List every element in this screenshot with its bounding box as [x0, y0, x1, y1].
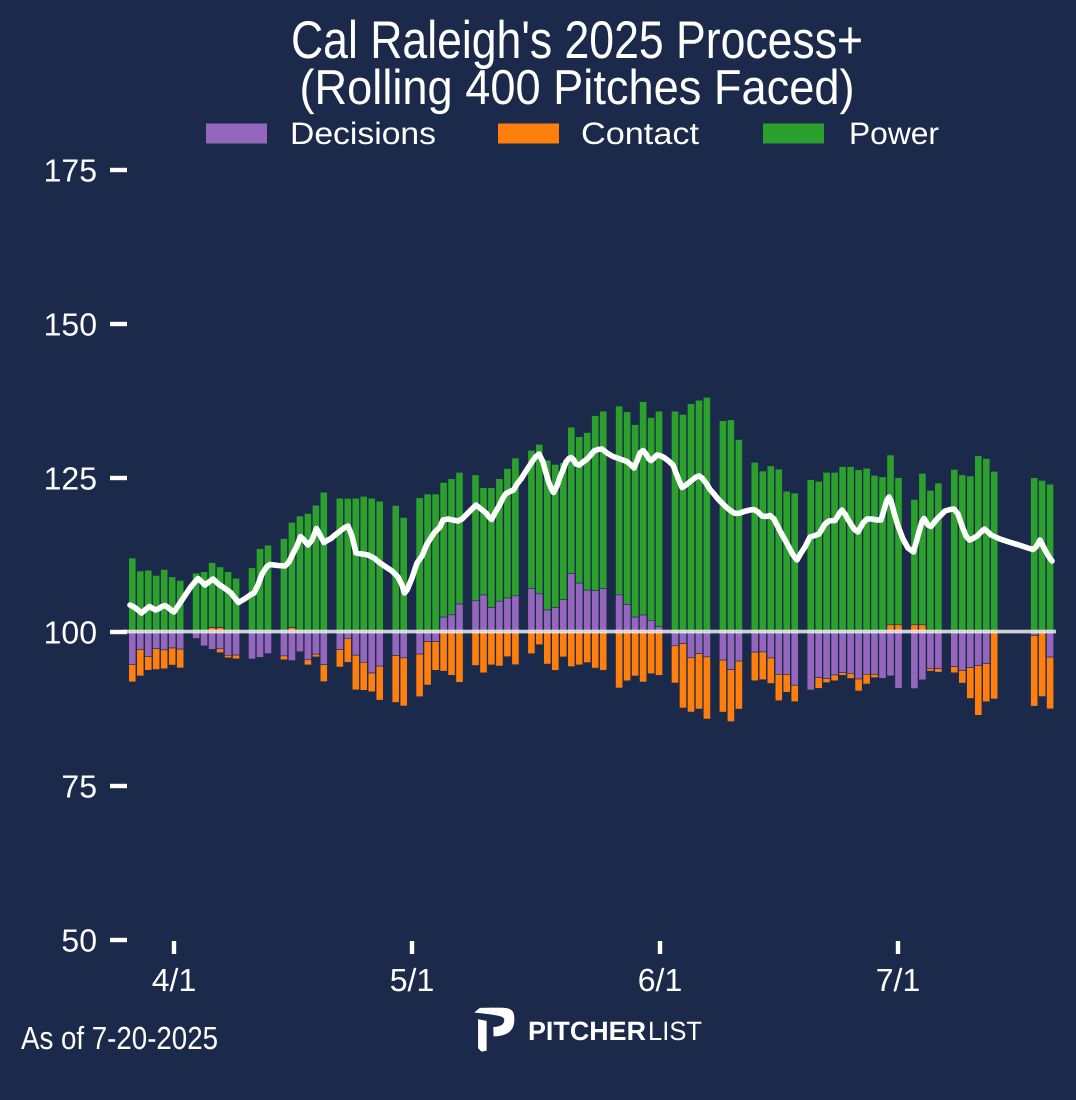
svg-text:(Rolling 400 Pitches Faced): (Rolling 400 Pitches Faced)	[300, 61, 855, 115]
svg-text:PITCHER: PITCHER	[528, 1016, 646, 1046]
svg-text:75: 75	[61, 769, 97, 805]
svg-text:Decisions: Decisions	[290, 116, 436, 151]
svg-text:4/1: 4/1	[152, 962, 196, 998]
svg-text:50: 50	[61, 923, 97, 959]
svg-text:LIST: LIST	[648, 1016, 702, 1046]
svg-text:5/1: 5/1	[390, 962, 434, 998]
svg-text:7/1: 7/1	[876, 962, 920, 998]
svg-text:100: 100	[44, 615, 97, 651]
svg-text:As of 7-20-2025: As of 7-20-2025	[21, 1020, 218, 1056]
svg-text:175: 175	[44, 153, 97, 189]
svg-text:6/1: 6/1	[638, 962, 682, 998]
svg-text:Contact: Contact	[581, 116, 699, 151]
svg-text:125: 125	[44, 461, 97, 497]
svg-text:Power: Power	[849, 116, 939, 151]
svg-text:Cal Raleigh's 2025 Process+: Cal Raleigh's 2025 Process+	[291, 11, 863, 70]
svg-text:150: 150	[44, 307, 97, 343]
